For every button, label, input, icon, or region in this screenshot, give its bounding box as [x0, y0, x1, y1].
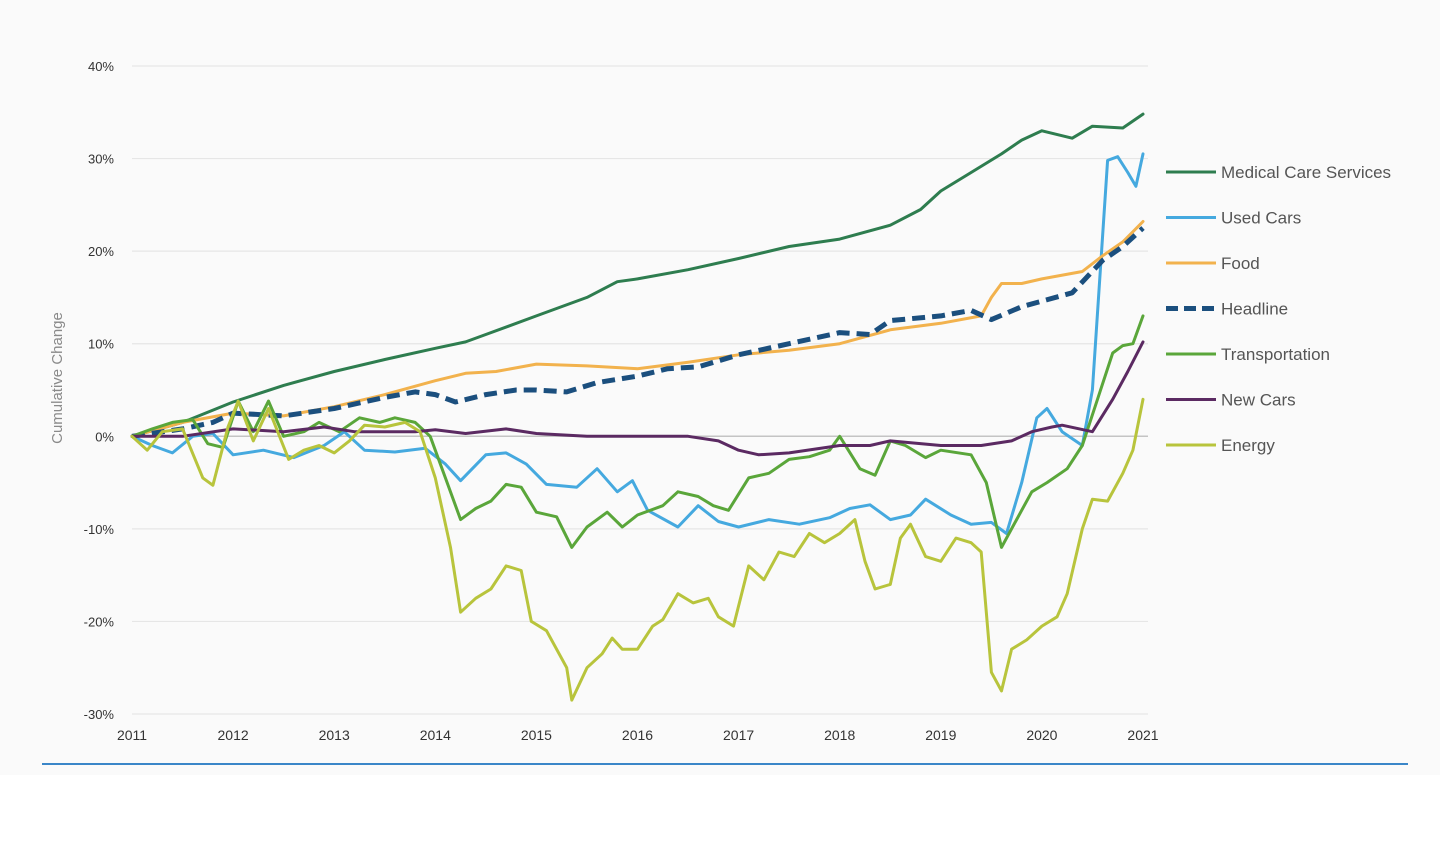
y-tick-label: 0%	[95, 429, 114, 444]
x-tick-label: 2014	[420, 727, 451, 743]
y-axis-tick-labels: 40% 30% 20% 10% 0% -10% -20% -30%	[84, 59, 115, 722]
legend-label-headline: Headline	[1221, 300, 1288, 319]
series-lines	[130, 112, 1145, 702]
series-line-used-cars	[130, 152, 1145, 535]
legend: Medical Care Services Used Cars Food Headli…	[1166, 163, 1391, 455]
y-tick-label: 20%	[88, 244, 114, 259]
x-tick-label: 2011	[117, 727, 147, 743]
legend-label-used-cars: Used Cars	[1221, 209, 1301, 228]
x-tick-label: 2012	[218, 727, 249, 743]
legend-label-new-cars: New Cars	[1221, 391, 1296, 410]
x-tick-label: 2015	[521, 727, 552, 743]
y-tick-label: 30%	[88, 152, 114, 167]
x-tick-label: 2021	[1127, 727, 1158, 743]
plot-background	[0, 0, 1440, 775]
y-tick-label: -30%	[84, 707, 115, 722]
y-tick-label: -20%	[84, 614, 115, 629]
series-line-transportation	[130, 314, 1145, 549]
legend-label-food: Food	[1221, 254, 1260, 273]
x-tick-label: 2017	[723, 727, 754, 743]
x-tick-label: 2016	[622, 727, 653, 743]
series-line-headline	[131, 226, 1145, 439]
x-axis-tick-labels: 2011 2012 2013 2014 2015 2016 2017 2018 2019 2020…	[117, 727, 1159, 743]
legend-label-transportation: Transportation	[1221, 345, 1330, 364]
legend-label-energy: Energy	[1221, 436, 1275, 455]
x-tick-label: 2019	[925, 727, 956, 743]
legend-label-medical-care-services: Medical Care Services	[1221, 163, 1391, 182]
x-tick-label: 2020	[1026, 727, 1057, 743]
y-tick-label: -10%	[84, 522, 115, 537]
x-tick-label: 2018	[824, 727, 855, 743]
y-tick-label: 40%	[88, 59, 114, 74]
y-tick-label: 10%	[88, 337, 114, 352]
y-axis-label: Cumulative Change	[49, 312, 66, 444]
series-line-medical-care-services	[130, 112, 1145, 438]
x-tick-label: 2013	[319, 727, 350, 743]
series-line-energy	[130, 397, 1145, 702]
